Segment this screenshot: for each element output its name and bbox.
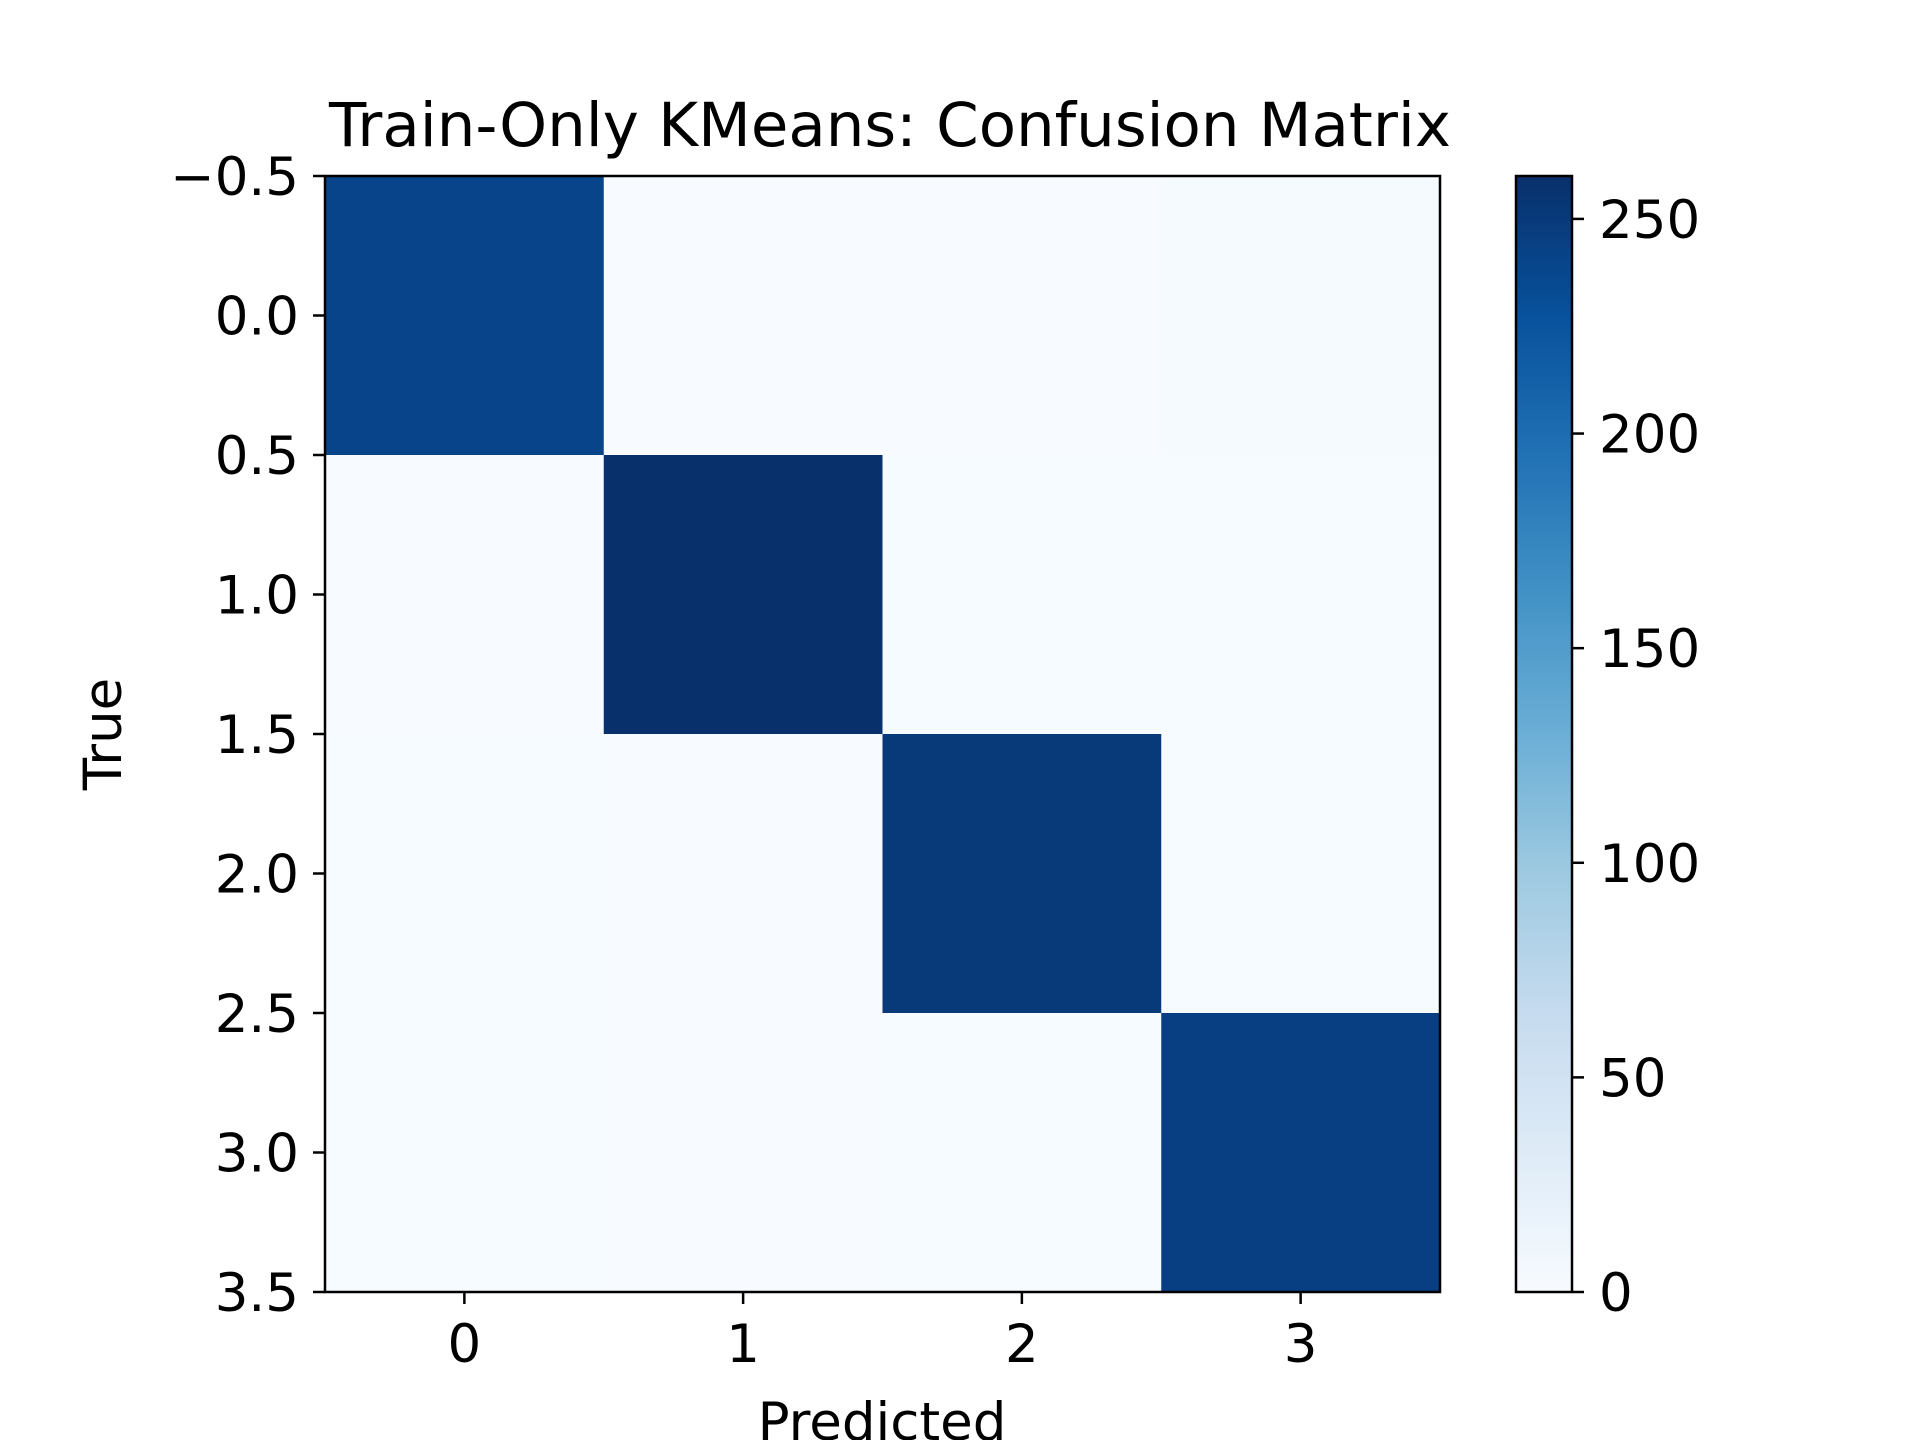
colorbar-tick-label: 200 bbox=[1599, 405, 1700, 466]
x-tick-label: 3 bbox=[1284, 1314, 1318, 1375]
chart-title: Train-Only KMeans: Confusion Matrix bbox=[328, 90, 1451, 161]
x-tick-label: 0 bbox=[448, 1314, 482, 1375]
heatmap-cell bbox=[325, 455, 605, 735]
colorbar-tick-label: 0 bbox=[1599, 1263, 1633, 1324]
heatmap-cell bbox=[882, 1013, 1162, 1293]
y-tick-label: 3.5 bbox=[215, 1263, 299, 1324]
heatmap-cell bbox=[882, 176, 1162, 456]
y-tick-label: 1.5 bbox=[215, 705, 299, 766]
heatmap-cells bbox=[325, 176, 1441, 1293]
heatmap-cell bbox=[603, 176, 883, 456]
colorbar-tick-label: 150 bbox=[1599, 619, 1700, 680]
y-tick-label: 1.0 bbox=[215, 566, 299, 627]
colorbar-tick-label: 100 bbox=[1599, 834, 1700, 895]
heatmap-cell bbox=[325, 734, 605, 1014]
x-tick-label: 2 bbox=[1005, 1314, 1039, 1375]
colorbar-tick-label: 50 bbox=[1599, 1048, 1666, 1109]
heatmap-cell bbox=[603, 455, 883, 735]
colorbar-tick-label: 250 bbox=[1599, 190, 1700, 251]
y-tick-label: 0.5 bbox=[215, 426, 299, 487]
heatmap-cell bbox=[882, 455, 1162, 735]
y-axis-label: True bbox=[73, 678, 134, 792]
heatmap-cell bbox=[325, 1013, 605, 1293]
y-tick-label: 2.5 bbox=[215, 984, 299, 1045]
heatmap-cell bbox=[1161, 1013, 1441, 1293]
heatmap-cell bbox=[1161, 176, 1441, 456]
x-axis: 0 1 2 3 bbox=[448, 1292, 1318, 1375]
heatmap-cell bbox=[325, 176, 605, 456]
y-tick-label: 2.0 bbox=[215, 845, 299, 906]
heatmap-cell bbox=[603, 734, 883, 1014]
heatmap-cell bbox=[882, 734, 1162, 1014]
y-tick-label: −0.5 bbox=[170, 147, 299, 208]
colorbar: 0 50 100 150 200 250 bbox=[1514, 174, 1700, 1324]
y-tick-label: 0.0 bbox=[215, 287, 299, 348]
heatmap-cell bbox=[1161, 734, 1441, 1014]
heatmap-cell bbox=[1161, 455, 1441, 735]
heatmap-cell bbox=[603, 1013, 883, 1293]
x-tick-label: 1 bbox=[726, 1314, 760, 1375]
x-axis-label: Predicted bbox=[758, 1392, 1007, 1440]
y-axis: −0.5 0.0 0.5 1.0 1.5 2.0 2.5 3.0 3.5 bbox=[170, 147, 325, 1324]
y-tick-label: 3.0 bbox=[215, 1124, 299, 1185]
colorbar-gradient bbox=[1514, 174, 1574, 1294]
